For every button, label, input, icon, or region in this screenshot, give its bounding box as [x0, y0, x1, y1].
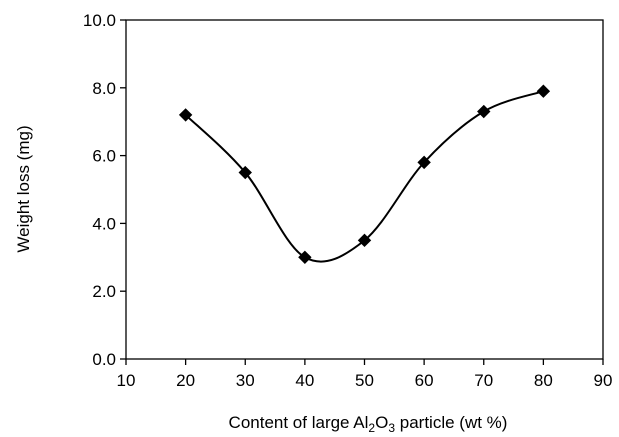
- data-point-diamond: [477, 104, 491, 119]
- y-axis-title: Weight loss (mg): [14, 125, 33, 252]
- x-tick-label: 90: [594, 371, 613, 390]
- x-axis-title-part: O: [375, 413, 388, 432]
- x-tick-label: 80: [534, 371, 553, 390]
- data-series: [178, 84, 551, 265]
- x-axis-title: Content of large Al2O3 particle (wt %): [229, 413, 508, 435]
- x-tick-label: 70: [474, 371, 493, 390]
- x-axis-title-subscript: 3: [388, 421, 395, 435]
- y-tick-label: 8.0: [92, 79, 116, 98]
- data-point-diamond: [357, 233, 372, 248]
- data-point-diamond: [298, 250, 312, 265]
- data-point-diamond: [178, 108, 193, 122]
- data-point-diamond: [417, 155, 431, 170]
- x-tick-label: 30: [236, 371, 255, 390]
- y-tick-label: 10.0: [83, 11, 116, 30]
- data-point-diamond: [238, 165, 252, 180]
- x-axis-title-part: particle (wt %): [395, 413, 507, 432]
- plot-area: [125, 19, 604, 360]
- data-point-diamond: [536, 84, 551, 98]
- x-tick-label: 20: [176, 371, 195, 390]
- y-tick-label: 2.0: [92, 282, 116, 301]
- y-axis: 0.0 2.0 4.0 6.0 8.0 10.0: [83, 11, 126, 369]
- x-tick-label: 60: [415, 371, 434, 390]
- plot-border: [125, 19, 604, 360]
- y-tick-label: 0.0: [92, 350, 116, 369]
- y-tick-label: 4.0: [92, 214, 116, 233]
- x-tick-label: 40: [295, 371, 314, 390]
- x-tick-label: 50: [355, 371, 374, 390]
- x-axis-title-part: Content of large Al: [229, 413, 369, 432]
- x-tick-label: 10: [117, 371, 136, 390]
- y-tick-label: 6.0: [92, 147, 116, 166]
- x-axis-title-subscript: 2: [368, 421, 375, 435]
- x-axis: 10 20 30 40 50 60 70 80 90: [117, 359, 613, 390]
